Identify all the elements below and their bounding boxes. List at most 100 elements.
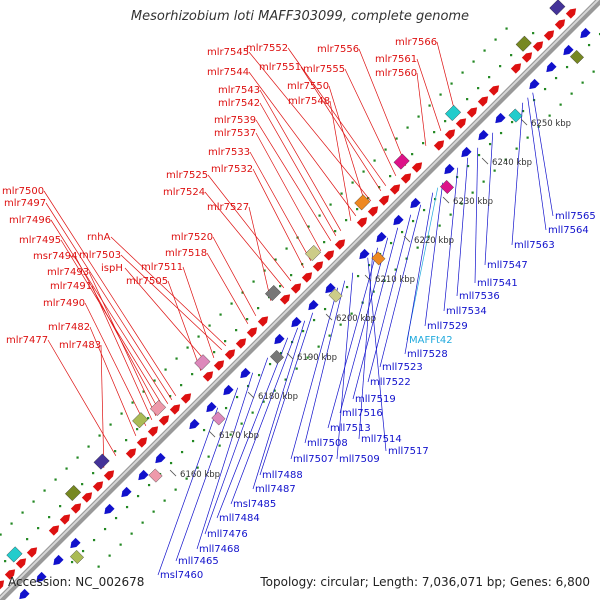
- guide-dot: [345, 219, 348, 222]
- feature-box: [393, 153, 410, 170]
- label-connector: [248, 51, 372, 202]
- genome-stats-text: Topology: circular; Length: 7,036,071 bp…: [260, 575, 590, 589]
- label-connector: [91, 285, 153, 421]
- reverse-gene-arrow: [121, 486, 132, 498]
- label-connector: [100, 344, 105, 468]
- gene-label-reverse: mll7516: [342, 408, 383, 419]
- label-connector: [60, 239, 165, 409]
- forward-gene-arrow: [521, 52, 533, 63]
- guide-dot: [26, 538, 29, 541]
- guide-dot: [378, 186, 381, 189]
- reverse-gene-arrow: [104, 503, 115, 515]
- guide-dot: [406, 126, 409, 129]
- forward-gene-arrow: [477, 96, 489, 107]
- gene-label-forward: mlr7520: [171, 232, 213, 243]
- gene-label-reverse: mll7564: [548, 225, 589, 236]
- feature-box: [508, 108, 523, 123]
- feature-box: [371, 251, 386, 266]
- label-connector: [474, 147, 479, 284]
- feature-box: [69, 549, 84, 564]
- label-connector: [248, 71, 357, 217]
- gene-label-reverse: mll7523: [382, 362, 423, 373]
- guide-dot: [411, 153, 414, 156]
- guide-dot: [439, 93, 442, 96]
- feature-box: [515, 35, 532, 52]
- guide-dot: [235, 395, 239, 399]
- gene-label-reverse: mll7565: [555, 211, 596, 222]
- gene-label-reverse: mll7529: [427, 321, 468, 332]
- reverse-gene-arrow: [70, 537, 81, 549]
- scale-tick-label: 6160 kbp: [180, 470, 220, 480]
- guide-dot: [339, 323, 342, 326]
- reverse-gene-arrow: [563, 44, 574, 56]
- guide-dot: [307, 225, 310, 228]
- guide-dot: [284, 378, 287, 381]
- guide-dot: [213, 351, 216, 354]
- forward-gene-arrow: [466, 107, 478, 118]
- position-dots: [0, 27, 600, 568]
- gene-label-reverse: mll7514: [361, 434, 402, 445]
- guide-dot: [581, 81, 584, 84]
- gene-label-forward: mlr7493: [47, 267, 89, 278]
- gene-label-forward: mlr7543: [218, 85, 260, 96]
- reverse-gene-arrow: [240, 367, 251, 379]
- label-connector: [336, 272, 354, 460]
- scale-tick-label: 6220 kbp: [414, 236, 454, 246]
- guide-dot: [257, 307, 260, 310]
- guide-dot: [411, 219, 415, 223]
- guide-dot: [230, 302, 233, 305]
- label-connector: [252, 168, 305, 269]
- gene-label-forward: mlr7560: [375, 68, 417, 79]
- reverse-gene-arrow: [393, 214, 404, 226]
- guide-dot: [97, 565, 100, 568]
- forward-gene-arrow: [136, 437, 148, 448]
- scale-tick-mark: [286, 352, 294, 360]
- gene-label-forward: mlr7544: [207, 67, 249, 78]
- feature-box: [194, 354, 211, 371]
- guide-dot: [416, 246, 419, 249]
- gene-label-reverse: mll7534: [446, 306, 487, 317]
- feature-box: [439, 179, 454, 194]
- gene-label-forward: mlr7527: [207, 202, 249, 213]
- guide-dot: [505, 27, 508, 30]
- forward-gene-arrow: [158, 415, 170, 426]
- gene-label-reverse: mll7517: [388, 446, 429, 457]
- guide-dot: [263, 269, 266, 272]
- scale-tick-label: 6230 kbp: [453, 197, 493, 207]
- guide-dot: [196, 466, 199, 469]
- guide-dot: [108, 554, 111, 557]
- reverse-gene-arrow: [410, 197, 421, 209]
- guide-dot: [554, 76, 558, 80]
- guide-dot: [169, 395, 172, 398]
- feature-box: [132, 412, 149, 429]
- forward-gene-arrow: [103, 470, 115, 481]
- feature-box: [149, 399, 167, 417]
- scale-tick-label: 6210 kbp: [375, 275, 415, 285]
- guide-dot: [592, 70, 595, 73]
- guide-dot: [466, 164, 470, 168]
- label-connector: [404, 192, 434, 355]
- gene-label-reverse: mll7522: [370, 377, 411, 388]
- scale-tick-label: 6170 kbp: [219, 431, 259, 441]
- guide-dot: [164, 368, 167, 371]
- scale-tick-mark: [520, 118, 528, 126]
- label-connector: [456, 157, 469, 297]
- guide-dot: [340, 192, 343, 195]
- guide-dot: [328, 334, 331, 337]
- forward-gene-arrow: [290, 283, 302, 294]
- gene-label-forward: mlr7542: [218, 98, 260, 109]
- forward-gene-arrow: [213, 360, 225, 371]
- guide-dot: [257, 373, 261, 377]
- label-connector: [89, 326, 137, 436]
- label-connector: [43, 190, 177, 397]
- guide-dot: [521, 109, 525, 113]
- guide-dot: [350, 312, 353, 315]
- forward-gene-arrow: [70, 503, 82, 514]
- feature-box: [569, 49, 584, 64]
- guide-dot: [180, 384, 183, 387]
- guide-dot: [428, 104, 431, 107]
- gene-label-forward: mlr7524: [163, 187, 205, 198]
- feature-box: [148, 468, 163, 483]
- guide-dot: [32, 500, 35, 503]
- guide-dot: [262, 400, 265, 403]
